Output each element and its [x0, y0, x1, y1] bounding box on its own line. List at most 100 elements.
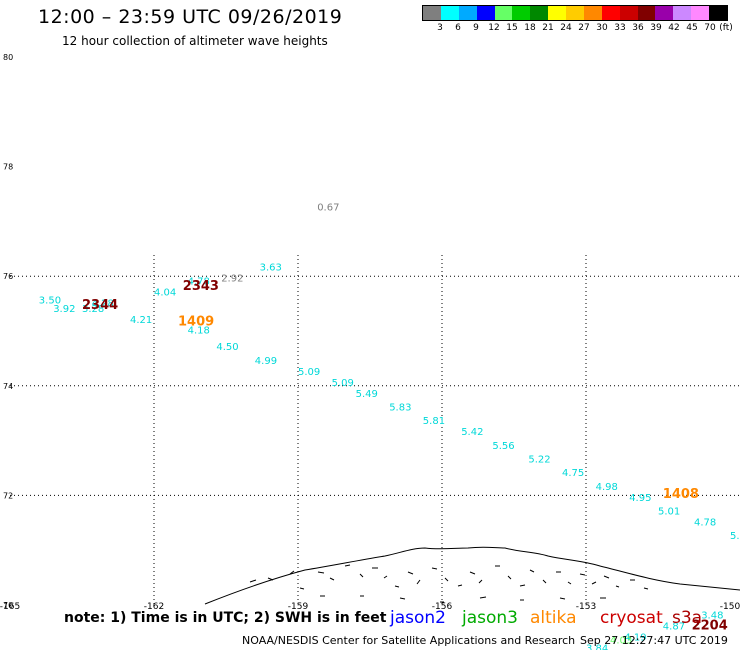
- legend-tick: 18: [524, 23, 536, 33]
- latitude-label: 78: [3, 163, 13, 172]
- legend-color-bar: [422, 5, 728, 21]
- legend-tick: 24: [560, 23, 572, 33]
- wave-height-value: 4.19: [624, 633, 646, 644]
- longitude-label: -153: [576, 602, 596, 612]
- wave-height-value: 4.78: [188, 276, 210, 287]
- wave-height-value: 5.09: [298, 367, 320, 378]
- wave-height-value: 5.42: [461, 427, 483, 438]
- axis-labels: 80 78 76 74 72 70-165 -162 -159 -156 -153 -150: [0, 53, 740, 612]
- pass-time-label: 2344: [82, 298, 118, 313]
- alaska-coastline: [204, 546, 740, 605]
- legend-tick: 9: [473, 23, 479, 33]
- legend-tick: 42: [668, 23, 680, 33]
- wave-height-value: 4.04: [154, 287, 176, 298]
- latitude-label: 70: [3, 601, 13, 610]
- satellite-name-jason3: jason3: [462, 608, 518, 628]
- longitude-label: -150: [720, 602, 740, 612]
- longitude-label: -159: [288, 602, 309, 612]
- wave-height-observations: 0.67 2.92 3.63 4.78 4.04 3.503.92 4.283.28 4.21…: [39, 202, 740, 650]
- legend-tick: 33: [614, 23, 626, 33]
- color-legend: 3 6 9 12 15 18 21 24 27 30 33 36 39 42 45 70 (ft): [422, 5, 733, 37]
- wave-height-value: 5.83: [389, 402, 411, 413]
- wave-height-value: 5.01: [658, 507, 680, 518]
- pass-time-label: 2343: [183, 279, 219, 294]
- legend-swatch: [458, 6, 477, 20]
- wave-height-value: 4.21: [130, 315, 152, 326]
- wave-height-value: 4.78: [694, 518, 716, 529]
- latitude-label: 74: [3, 382, 13, 391]
- legend-swatch: [512, 6, 531, 20]
- coastline: [204, 546, 740, 605]
- wave-height-value: 4.95: [629, 493, 651, 504]
- legend-swatch: [691, 6, 709, 20]
- latitude-label: 76: [3, 272, 13, 281]
- legend-tick: 15: [506, 23, 518, 33]
- legend-tick: 36: [632, 23, 644, 33]
- wave-height-value: 4.50: [216, 342, 238, 353]
- latitude-label: 72: [3, 491, 13, 500]
- map-subtitle: 12 hour collection of altimeter wave hei…: [62, 34, 328, 48]
- legend-tick: 3: [437, 23, 443, 33]
- wave-height-value: 3.63: [260, 263, 282, 274]
- legend-swatch: [530, 6, 549, 20]
- legend-swatch: [709, 6, 727, 20]
- legend-swatch: [548, 6, 566, 20]
- legend-tick-labels: 3 6 9 12 15 18 21 24 27 30 33 36 39 42 45 70 (ft): [422, 21, 733, 35]
- footer-note: note: 1) Time is in UTC; 2) SWH is in fe…: [64, 610, 387, 626]
- latitude-label: 80: [3, 53, 13, 62]
- wave-height-value: 5.56: [492, 441, 514, 452]
- legend-tick: 12: [488, 23, 500, 33]
- map-grid: [10, 255, 740, 605]
- legend-swatch: [494, 6, 513, 20]
- wave-height-value: 3.84: [586, 644, 608, 650]
- wave-height-value: 4.75: [562, 468, 584, 479]
- legend-swatch: [655, 6, 674, 20]
- legend-tick: 27: [578, 23, 590, 33]
- wave-height-value: 3.50: [39, 296, 61, 307]
- legend-tick: 70: [704, 23, 716, 33]
- legend-tick: 6: [455, 23, 461, 33]
- satellite-name-s3a: s3a: [672, 608, 703, 628]
- wave-height-value: 4.98: [596, 482, 618, 493]
- pass-time-label: 2204: [692, 619, 728, 634]
- wave-height-value: 3.92: [53, 304, 75, 315]
- legend-tick: 39: [650, 23, 662, 33]
- satellite-name-altika: altika: [530, 608, 577, 628]
- legend-tick: 45: [686, 23, 698, 33]
- wave-height-value: 5.22: [528, 455, 550, 466]
- wave-height-value: 2.92: [221, 274, 243, 285]
- legend-swatch: [637, 6, 656, 20]
- pass-time-labels: 234423431409140822042205: [82, 279, 728, 634]
- legend-swatch: [423, 6, 441, 20]
- satellite-name-jason2: jason2: [390, 608, 446, 628]
- legend-swatch: [619, 6, 638, 20]
- wave-height-value: 4.03: [610, 635, 632, 646]
- wave-height-value: 5.09: [332, 378, 354, 389]
- pass-time-label: 1409: [178, 315, 214, 330]
- longitude-label: -165: [0, 602, 20, 612]
- legend-swatch: [583, 6, 602, 20]
- longitude-label: -162: [144, 602, 164, 612]
- wave-height-value: 4.28: [92, 298, 114, 309]
- longitude-label: -156: [432, 602, 453, 612]
- credit-text: NOAA/NESDIS Center for Satellite Applica…: [242, 634, 576, 647]
- legend-tick: 30: [596, 23, 608, 33]
- legend-swatch: [440, 6, 459, 20]
- timestamp-text: Sep 27 12:27:47 UTC 2019: [580, 634, 728, 647]
- legend-tick: 21: [542, 23, 554, 33]
- legend-swatch: [601, 6, 620, 20]
- pass-time-label: 1408: [663, 487, 699, 502]
- legend-swatch: [673, 6, 692, 20]
- legend-swatch: [476, 6, 495, 20]
- wave-height-value: 3.48: [701, 611, 723, 622]
- map-title: 12:00 – 23:59 UTC 09/26/2019: [38, 6, 343, 28]
- wave-height-value: 4.87: [663, 622, 685, 633]
- wave-height-value: 0.67: [317, 202, 339, 213]
- wave-height-value: 5.28: [730, 531, 740, 542]
- wave-height-value: 5.49: [356, 389, 378, 400]
- satellite-name-cryosat: cryosat: [600, 608, 663, 628]
- wave-height-value: 4.18: [188, 326, 210, 337]
- wave-height-value: 5.81: [423, 416, 445, 427]
- wave-height-value: 4.99: [255, 356, 277, 367]
